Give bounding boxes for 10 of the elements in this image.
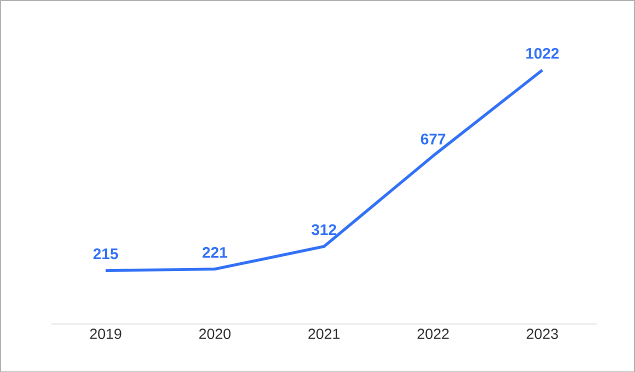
data-label: 312 (312, 224, 336, 235)
x-tick-label: 2021 (308, 328, 340, 339)
data-label: 215 (93, 248, 118, 260)
data-label: 1022 (526, 48, 559, 59)
x-tick-label: 2022 (418, 328, 449, 339)
x-tick-label: 2023 (526, 328, 558, 339)
data-label: 677 (420, 133, 446, 144)
data-label: 221 (202, 246, 228, 258)
x-tick-label: 2019 (90, 328, 122, 339)
x-tick-label: 2020 (199, 328, 231, 339)
